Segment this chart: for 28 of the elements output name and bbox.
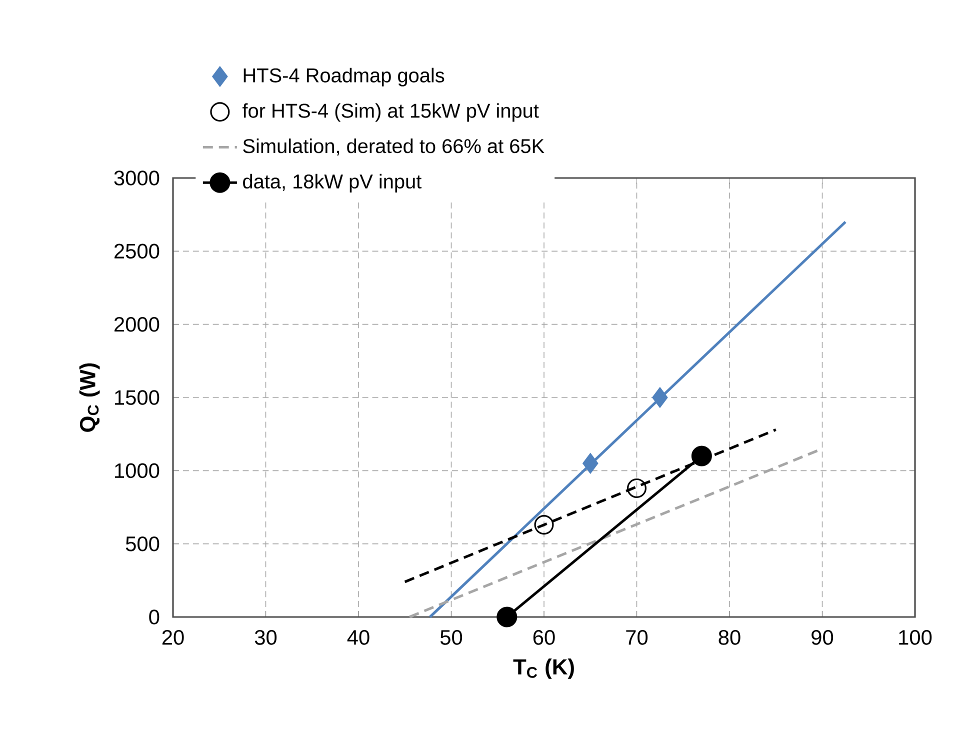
- x-tick-label: 50: [440, 630, 462, 645]
- point: [496, 606, 518, 628]
- x-axis-title: T$_{C}$ (K): [513, 658, 574, 679]
- y-tick-label: 0: [149, 610, 160, 624]
- y-tick-label: 500: [126, 536, 160, 552]
- x-tick-label: 60: [533, 630, 555, 645]
- x-tick-label: 30: [254, 630, 277, 645]
- point: [626, 478, 647, 498]
- x-tick-label: 80: [718, 630, 740, 645]
- y-tick-label: 1000: [115, 463, 160, 478]
- legend-label: for HTS-4 (Sim) at 15kW pV input: [242, 103, 539, 122]
- legend-label: HTS-4 Roadmap goals: [244, 68, 444, 86]
- x-tick-label: 20: [162, 630, 184, 645]
- y-tick-label: 3000: [114, 170, 160, 186]
- x-tick-label: 70: [626, 630, 648, 645]
- legend-label: Simulation, derated to 66% at 65K: [243, 138, 544, 156]
- point: [582, 452, 598, 474]
- point: [691, 446, 712, 466]
- y-tick-label: 2000: [114, 316, 160, 332]
- y-tick-label: 1500: [115, 390, 160, 405]
- point: [652, 387, 668, 408]
- y-axis-title: Q$_{C}$ (W): [79, 363, 100, 432]
- y-tick-label: 2500: [114, 244, 160, 259]
- x-tick-label: 90: [812, 630, 834, 645]
- point: [534, 515, 554, 535]
- legend-label: data, 18kW pV input: [243, 174, 422, 192]
- x-tick-label: 40: [347, 630, 370, 645]
- x-tick-label: 100: [899, 630, 932, 645]
